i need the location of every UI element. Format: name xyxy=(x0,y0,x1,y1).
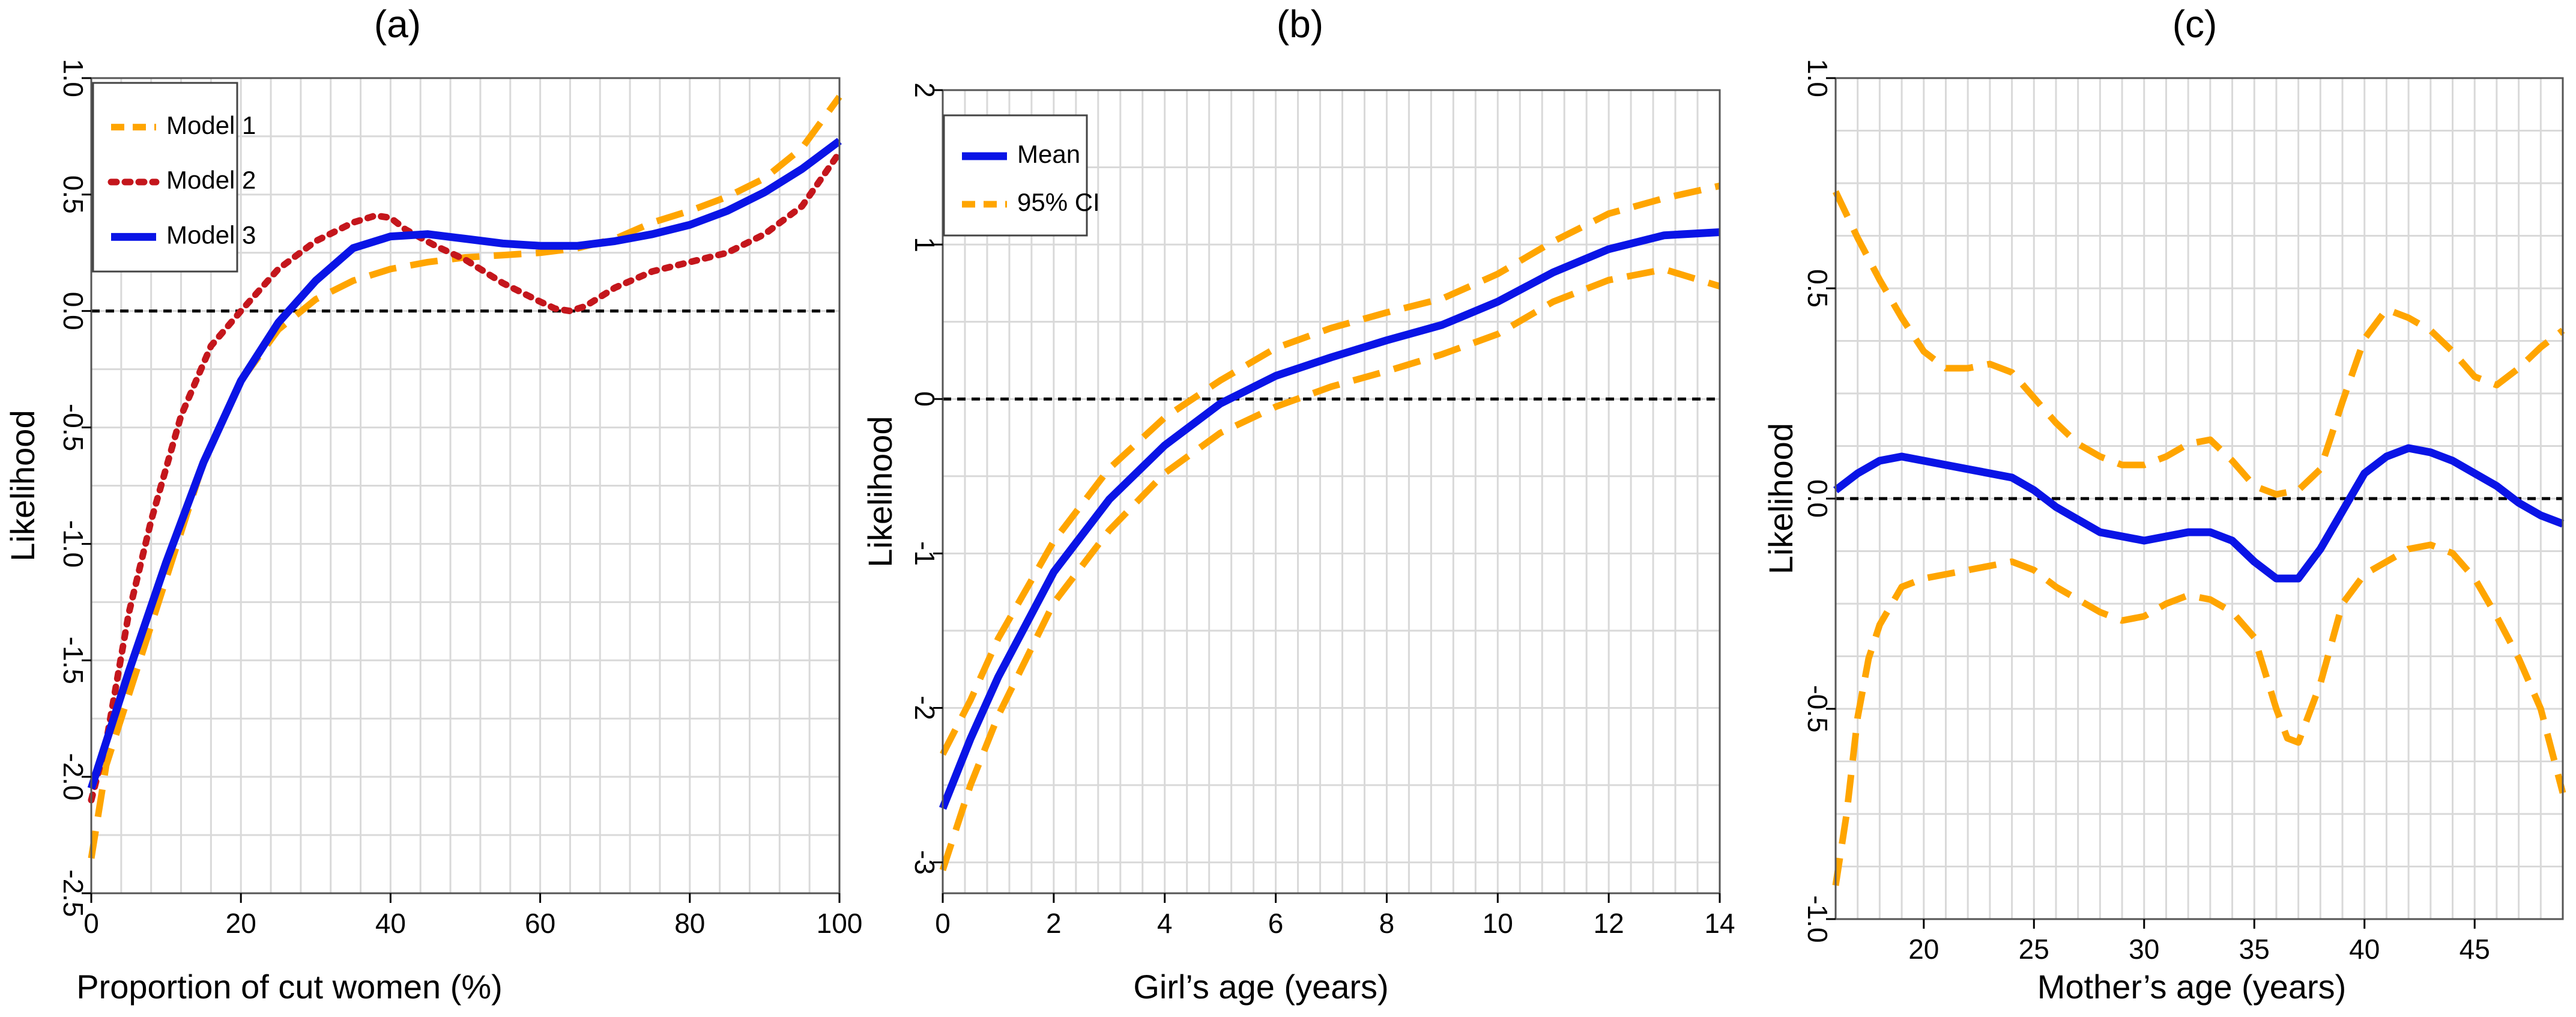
panel-c: 20 25 30 35 40 45 -1.0 -0.5 0.0 0.5 1.0 (c) Mothe… xyxy=(1762,2,2566,1006)
y-tick-label: -1 xyxy=(909,541,940,566)
panel-a: 0 20 40 60 80 100 -2.5 -2.0 -1.5 -1.0 -0.5 0.0 0.5 1… xyxy=(4,2,863,1006)
panel-a-plot-frame xyxy=(90,77,841,894)
panel-c-label: (c) xyxy=(2172,2,2218,46)
legend-entry-label: Mean xyxy=(1017,140,1080,168)
panel-c-y-axis-label: Likelihood xyxy=(1762,423,1800,574)
series-line-95-ci-upper xyxy=(940,183,1721,756)
x-tick-label: 10 xyxy=(1483,908,1513,939)
y-tick-label: -0.5 xyxy=(58,404,89,451)
panel-c-x-ticks: 20 25 30 35 40 45 xyxy=(1908,919,2490,965)
legend-entry-label: Model 2 xyxy=(166,166,256,194)
legend-entry-label: Model 1 xyxy=(166,111,256,139)
y-tick-label: 2 xyxy=(909,82,940,98)
y-tick-label: -2.5 xyxy=(58,869,89,917)
panel-b-y-axis-label: Likelihood xyxy=(861,416,899,567)
panel-b-legend: Mean 95% CI xyxy=(943,114,1100,237)
y-tick-label: 1 xyxy=(909,237,940,252)
x-tick-label: 2 xyxy=(1046,908,1062,939)
panel-b-series xyxy=(939,183,1721,872)
x-tick-label: 8 xyxy=(1379,908,1395,939)
x-tick-label: 100 xyxy=(817,908,863,939)
panel-a-y-ticks: -2.5 -2.0 -1.5 -1.0 -0.5 0.0 0.5 1.0 xyxy=(58,59,91,917)
y-tick-label: -2.0 xyxy=(58,753,89,801)
panel-a-y-axis-label: Likelihood xyxy=(4,410,41,561)
legend-box xyxy=(943,114,1088,237)
y-tick-label: -2 xyxy=(909,696,940,720)
series-line-95-ci-upper xyxy=(1833,190,2565,498)
x-tick-label: 0 xyxy=(935,908,951,939)
panel-b-plot-frame xyxy=(942,89,1721,894)
panel-c-y-ticks: -1.0 -0.5 0.0 0.5 1.0 xyxy=(1802,59,1836,943)
x-tick-label: 0 xyxy=(83,908,99,939)
y-tick-label: -1.5 xyxy=(58,637,89,684)
y-tick-label: 0.5 xyxy=(58,175,89,214)
x-tick-label: 25 xyxy=(2019,934,2049,965)
series-line-mean xyxy=(1833,444,2565,583)
y-tick-label: 0.0 xyxy=(1802,479,1833,518)
series-line-model-2 xyxy=(88,149,843,804)
legend-entry-label: Model 3 xyxy=(166,220,256,249)
panel-a-label: (a) xyxy=(374,2,421,46)
panel-a-legend: Model 1 Model 2 Model 3 xyxy=(92,82,256,273)
series-line-mean xyxy=(939,228,1720,810)
series-line-95-ci-lower xyxy=(1832,541,2566,886)
y-tick-label: -0.5 xyxy=(1802,685,1833,732)
panel-b-x-axis-label: Girl’s age (years) xyxy=(1133,968,1388,1006)
panel-a-x-axis-label: Proportion of cut women (%) xyxy=(76,968,503,1006)
x-tick-label: 20 xyxy=(1908,934,1939,965)
x-tick-label: 40 xyxy=(375,908,406,939)
panel-b-x-ticks: 0 2 4 6 8 10 12 14 xyxy=(935,893,1735,939)
y-tick-label: -1.0 xyxy=(58,520,89,568)
x-tick-label: 6 xyxy=(1268,908,1284,939)
y-tick-label: 1.0 xyxy=(58,59,89,97)
y-tick-label: -3 xyxy=(909,850,940,875)
y-tick-label: 1.0 xyxy=(1802,59,1833,97)
y-tick-label: 0 xyxy=(909,391,940,407)
y-tick-label: 0.5 xyxy=(1802,269,1833,308)
series-line-95-ci-lower xyxy=(939,266,1721,872)
x-tick-label: 14 xyxy=(1704,908,1735,939)
x-tick-label: 35 xyxy=(2239,934,2270,965)
panel-b-label: (b) xyxy=(1277,2,1323,46)
panel-a-series xyxy=(87,94,843,859)
x-tick-label: 80 xyxy=(674,908,705,939)
x-tick-label: 60 xyxy=(525,908,555,939)
legend-entry-label: 95% CI xyxy=(1017,188,1100,216)
panel-a-grid xyxy=(90,77,841,894)
x-tick-label: 4 xyxy=(1157,908,1173,939)
x-tick-label: 45 xyxy=(2460,934,2490,965)
panel-b-y-ticks: -3 -2 -1 0 1 2 xyxy=(909,82,943,875)
y-tick-label: -1.0 xyxy=(1802,895,1833,943)
y-tick-label: 0.0 xyxy=(58,292,89,330)
x-tick-label: 20 xyxy=(226,908,256,939)
panel-a-x-ticks: 0 20 40 60 80 100 xyxy=(83,893,862,939)
panel-c-series xyxy=(1832,190,2566,886)
panel-c-x-axis-label: Mother’s age (years) xyxy=(2037,968,2347,1006)
series-line-model-3 xyxy=(87,138,842,790)
x-tick-label: 12 xyxy=(1594,908,1624,939)
x-tick-label: 40 xyxy=(2349,934,2380,965)
x-tick-label: 30 xyxy=(2129,934,2159,965)
